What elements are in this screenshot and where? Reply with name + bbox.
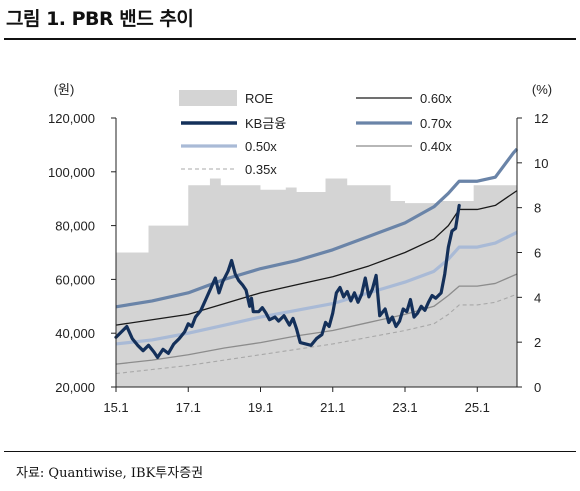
legend: ROE 0.60x KB금융 0.70x 0.50x 0.40x 0.35x (179, 90, 452, 177)
source-note: 자료: Quantiwise, IBK투자증권 (16, 466, 204, 481)
figure-title: 그림 1. PBR 밴드 추이 (6, 8, 194, 30)
y-right-tick-label: 4 (534, 290, 541, 305)
legend-label-kb: KB금융 (245, 116, 286, 131)
bottom-rule (4, 451, 576, 452)
y-left-tick-label: 60,000 (55, 272, 95, 287)
legend-label-pbr050: 0.50x (245, 139, 277, 154)
x-tick-label: 19.1 (248, 400, 273, 415)
axes-layer: 20,000 40,000 60,000 80,000 100,000 120,000 0 2… (48, 82, 552, 415)
band-line-pbr070 (115, 147, 519, 309)
pbr-band-lines (115, 147, 519, 375)
y-left-tick-label: 100,000 (48, 165, 95, 180)
y-right-tick-label: 0 (534, 380, 541, 395)
roe-area (116, 178, 517, 387)
x-tick-label: 17.1 (176, 400, 201, 415)
legend-label-pbr040: 0.40x (420, 139, 452, 154)
x-tick-label: 21.1 (320, 400, 345, 415)
band-line-pbr035 (115, 293, 518, 375)
legend-swatch-roe (179, 90, 237, 106)
y-right-unit-label: (%) (532, 82, 552, 97)
x-tick-label: 25.1 (465, 400, 490, 415)
legend-label-pbr060: 0.60x (420, 91, 452, 106)
y-left-tick-label: 40,000 (55, 326, 95, 341)
title-rule (4, 38, 576, 40)
x-tick-label: 15.1 (103, 400, 128, 415)
x-tick-label: 23.1 (392, 400, 417, 415)
kb-price-line (114, 203, 461, 360)
kb-price-layer (114, 203, 461, 360)
y-right-tick-label: 6 (534, 246, 541, 261)
y-right-tick-label: 12 (534, 111, 548, 126)
legend-label-pbr035: 0.35x (245, 162, 277, 177)
pbr-band-chart: 20,000 40,000 60,000 80,000 100,000 120,000 0 2… (48, 82, 552, 415)
y-left-tick-label: 120,000 (48, 111, 95, 126)
y-right-tick-label: 8 (534, 201, 541, 216)
y-left-tick-label: 20,000 (55, 380, 95, 395)
y-right-tick-label: 10 (534, 156, 548, 171)
legend-label-pbr070: 0.70x (420, 116, 452, 131)
legend-label-roe: ROE (245, 91, 274, 106)
y-left-unit-label: (원) (54, 82, 75, 97)
y-right-tick-label: 2 (534, 335, 541, 350)
y-left-tick-label: 80,000 (55, 219, 95, 234)
roe-area-layer (116, 178, 517, 387)
band-line-pbr040 (115, 273, 518, 365)
